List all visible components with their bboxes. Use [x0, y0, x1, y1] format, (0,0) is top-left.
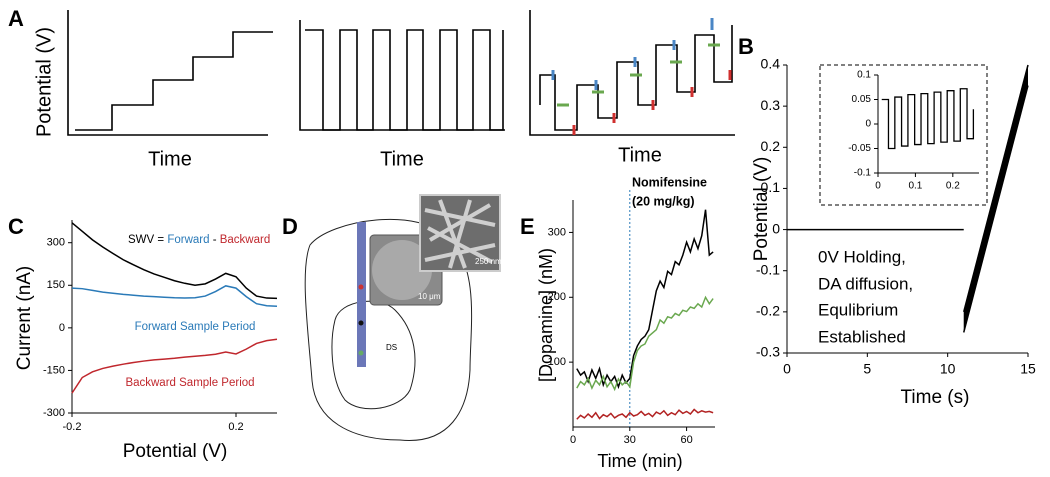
annotation: Backward Sample Period: [125, 377, 254, 389]
axis: [529, 10, 735, 136]
y-tick-label: 0.05: [852, 94, 872, 105]
data-line: [963, 64, 1029, 313]
y-tick-label: 150: [47, 279, 65, 291]
x-tick-label: 10: [940, 361, 956, 377]
y-axis-label: Potential (V): [751, 157, 772, 262]
annotation: SWV = Forward - Backward: [128, 234, 270, 246]
inset-frame: [819, 64, 988, 206]
axis: [299, 20, 505, 131]
panel-d: DS 10 μm 250 nm: [304, 194, 502, 441]
region-label: DS: [386, 343, 397, 352]
data-line: [71, 285, 278, 308]
y-tick-label: -0.2: [756, 303, 780, 319]
y-axis-label: [Dopamine] (nM): [536, 248, 556, 382]
data-line: [71, 222, 278, 300]
probe: [357, 222, 366, 367]
data-line: [963, 85, 1029, 333]
panel-label: C: [8, 214, 24, 239]
waveform: [305, 29, 504, 131]
annotation-part: -: [210, 234, 220, 246]
x-axis-label: Time (s): [901, 387, 970, 408]
x-tick-label: 5: [863, 361, 871, 377]
annotation-part: Backward: [220, 234, 271, 246]
y-tick-label: 0.3: [761, 97, 781, 113]
y-tick-label: 100: [548, 356, 566, 368]
x-axis-label: Time: [380, 148, 424, 170]
sample-marks: [551, 18, 732, 135]
electrode-site: [358, 284, 364, 290]
annotation: (20 mg/kg): [632, 194, 695, 208]
y-tick-label: -0.1: [854, 168, 872, 179]
waveform: [539, 25, 733, 131]
x-tick-label: 30: [624, 434, 636, 446]
y-tick-label: 300: [47, 237, 65, 249]
x-axis-label: Time: [618, 144, 662, 166]
x-tick-label: 0.1: [908, 181, 922, 192]
annotation: DA diffusion,: [818, 274, 913, 293]
data-line: [71, 338, 278, 394]
data-line: [881, 88, 975, 150]
y-axis-label: Current (nA): [14, 266, 35, 371]
x-tick-label: 15: [1020, 361, 1036, 377]
annotation: Established: [818, 327, 906, 346]
data-line: [576, 209, 714, 390]
scale-label: 250 nm: [475, 257, 502, 266]
x-tick-label: 0: [570, 434, 576, 446]
striatum-outline: [331, 300, 416, 410]
sem-disk: [372, 240, 432, 300]
y-tick-label: 0.4: [761, 56, 781, 72]
annotation: Forward Sample Period: [135, 321, 256, 333]
x-tick-label: -0.2: [63, 421, 82, 433]
annotation: Nomifensine: [632, 175, 707, 189]
y-tick-label: -150: [43, 364, 65, 376]
electrode-site: [358, 320, 364, 326]
x-tick-label: 0: [783, 361, 791, 377]
annotation: Equlibrium: [818, 300, 898, 319]
data-line: [576, 408, 714, 420]
panel-label: E: [520, 214, 535, 239]
x-axis-label: Potential (V): [123, 441, 228, 462]
y-tick-label: -0.05: [848, 143, 871, 154]
x-axis-label: Time (min): [597, 451, 682, 471]
y-tick-label: 0.1: [857, 70, 871, 81]
waveform: [75, 31, 273, 131]
x-tick-label: 0.2: [946, 181, 960, 192]
data-line: [576, 295, 714, 392]
y-tick-label: -300: [43, 407, 65, 419]
nanofibers: [424, 199, 496, 269]
annotation: 0V Holding,: [818, 247, 906, 266]
x-tick-label: 0.2: [228, 421, 243, 433]
y-tick-label: 0: [59, 322, 65, 334]
panel-label: A: [8, 6, 24, 31]
panel-a: [67, 10, 735, 136]
annotation-part: SWV =: [128, 234, 167, 246]
x-tick-label: 0: [875, 181, 881, 192]
y-tick-label: 0: [865, 119, 871, 130]
scale-label: 10 μm: [418, 292, 441, 301]
y-tick-label: -0.3: [756, 344, 780, 360]
annotation-part: Forward: [167, 234, 209, 246]
axis: [67, 10, 268, 136]
axis: [572, 200, 715, 428]
y-axis-label: Potential (V): [33, 27, 55, 137]
y-tick-label: 0.2: [761, 138, 781, 154]
y-tick-label: 200: [548, 291, 566, 303]
x-axis-label: Time: [148, 148, 192, 170]
y-tick-label: 0: [772, 220, 780, 236]
panel-label: D: [282, 214, 298, 239]
x-tick-label: 60: [680, 434, 692, 446]
y-tick-label: 300: [548, 226, 566, 238]
panel-label: B: [738, 34, 754, 59]
y-tick-label: -0.1: [756, 261, 780, 277]
electrode-site: [358, 350, 364, 356]
waveform-band: [963, 65, 1028, 333]
y-tick-label: 0.1: [761, 179, 781, 195]
